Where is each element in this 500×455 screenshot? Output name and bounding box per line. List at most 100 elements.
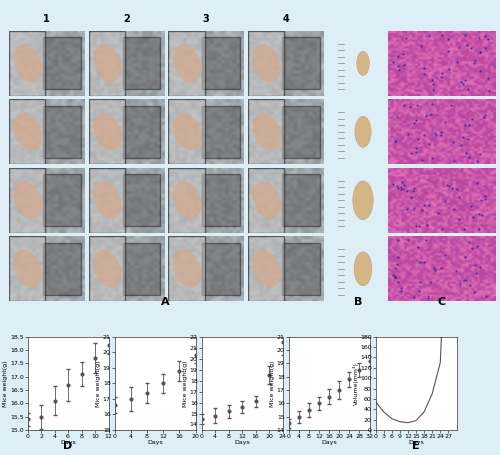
Point	[448, 184, 456, 191]
Ellipse shape	[173, 113, 201, 151]
Point	[400, 101, 408, 109]
Point	[460, 277, 468, 284]
Point	[429, 86, 437, 94]
Point	[470, 59, 478, 66]
FancyBboxPatch shape	[9, 237, 46, 301]
Point	[407, 149, 415, 157]
X-axis label: Days: Days	[60, 440, 76, 445]
Point	[461, 121, 469, 129]
Point	[403, 188, 411, 195]
Point	[420, 64, 428, 71]
Point	[472, 269, 480, 277]
Point	[415, 222, 423, 230]
Ellipse shape	[94, 113, 122, 151]
Y-axis label: Mice weight(g): Mice weight(g)	[4, 360, 8, 407]
Text: 4: 4	[282, 14, 289, 24]
Text: 1: 1	[44, 14, 50, 24]
Point	[470, 261, 478, 268]
Y-axis label: Mice weight(g): Mice weight(g)	[183, 360, 188, 407]
Point	[394, 63, 402, 70]
X-axis label: Days: Days	[408, 440, 424, 445]
Point	[481, 192, 489, 200]
FancyBboxPatch shape	[282, 174, 320, 226]
Y-axis label: Mice weight(g): Mice weight(g)	[270, 360, 276, 407]
Point	[445, 183, 453, 190]
Point	[394, 114, 402, 121]
Point	[464, 85, 472, 92]
Point	[464, 135, 472, 142]
Ellipse shape	[14, 250, 42, 288]
Point	[410, 293, 418, 301]
Point	[422, 113, 430, 120]
Point	[420, 71, 428, 78]
Point	[398, 284, 406, 292]
Point	[468, 115, 475, 122]
FancyBboxPatch shape	[168, 237, 204, 301]
Point	[394, 253, 402, 261]
Point	[412, 117, 420, 124]
Point	[410, 185, 418, 192]
Point	[476, 263, 484, 270]
Point	[484, 74, 492, 81]
Point	[398, 183, 406, 191]
Point	[442, 251, 450, 258]
Point	[470, 288, 478, 296]
FancyBboxPatch shape	[202, 174, 240, 226]
Ellipse shape	[353, 181, 373, 220]
Point	[418, 157, 426, 164]
Point	[430, 81, 438, 88]
FancyBboxPatch shape	[282, 37, 320, 89]
Point	[456, 281, 464, 288]
Point	[424, 140, 432, 147]
Point	[457, 141, 465, 148]
FancyBboxPatch shape	[122, 106, 160, 158]
Y-axis label: Volume(mm³): Volume(mm³)	[352, 362, 358, 405]
Point	[444, 48, 452, 55]
Point	[402, 34, 410, 41]
Ellipse shape	[252, 250, 281, 288]
Point	[460, 226, 468, 233]
Point	[404, 130, 411, 137]
Point	[416, 258, 424, 265]
Point	[392, 264, 400, 271]
Point	[458, 133, 466, 141]
Ellipse shape	[355, 116, 371, 147]
FancyBboxPatch shape	[282, 106, 320, 158]
Point	[467, 45, 475, 52]
Point	[398, 178, 406, 185]
Point	[459, 81, 467, 88]
Point	[480, 195, 488, 202]
Point	[474, 34, 482, 41]
Point	[462, 277, 470, 284]
Point	[438, 31, 446, 38]
Ellipse shape	[94, 44, 122, 82]
Point	[484, 35, 492, 43]
Point	[412, 222, 420, 229]
Point	[394, 52, 402, 59]
Point	[455, 216, 463, 223]
Ellipse shape	[14, 181, 42, 219]
Point	[414, 136, 422, 143]
Point	[460, 76, 468, 83]
Point	[450, 157, 458, 164]
Point	[480, 33, 488, 40]
Text: A: A	[160, 297, 170, 307]
Point	[454, 58, 462, 66]
Text: E: E	[412, 441, 420, 451]
Ellipse shape	[14, 113, 42, 151]
Point	[450, 205, 458, 212]
FancyBboxPatch shape	[248, 168, 284, 233]
Ellipse shape	[356, 51, 370, 76]
Y-axis label: Mice weight(g): Mice weight(g)	[96, 360, 102, 407]
Point	[457, 79, 465, 86]
Ellipse shape	[173, 250, 201, 288]
Point	[391, 273, 399, 280]
X-axis label: Days: Days	[147, 440, 163, 445]
X-axis label: Days: Days	[321, 440, 337, 445]
Point	[391, 274, 399, 281]
FancyBboxPatch shape	[88, 168, 125, 233]
Point	[444, 66, 452, 73]
Point	[415, 287, 423, 294]
Ellipse shape	[252, 113, 281, 151]
FancyBboxPatch shape	[168, 99, 204, 164]
